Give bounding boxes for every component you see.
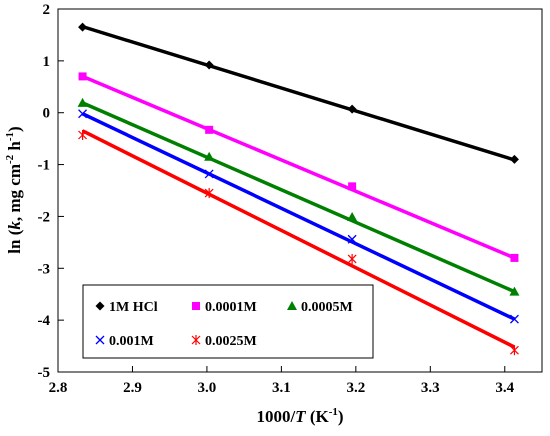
fit-lines [81,24,516,349]
data-point-series-4 [204,188,214,199]
data-point-series-1 [510,253,519,262]
data-point-series-2 [204,151,215,161]
data-markers [77,22,520,356]
fit-line-series-0 [82,24,515,162]
data-point-series-1 [78,72,87,81]
legend-label: 0.0001M [205,300,257,315]
legend-marker-1 [192,302,200,310]
data-point-series-3 [204,169,214,179]
x-axis: 2.8 2.9 3.0 3.1 3.2 3.3 3.4 [49,366,515,396]
data-point-series-0 [509,154,519,164]
x-tick-label: 3.3 [421,380,440,396]
legend-label: 0.0005M [301,300,353,315]
fit-line-series-1 [81,74,516,260]
legend-box [82,284,374,359]
data-point-series-0 [78,22,88,32]
legend-marker-3 [95,335,105,345]
data-point-series-2 [509,286,520,296]
x-tick-label: 3.2 [346,380,365,396]
y-tick-label: -1 [38,158,51,174]
y-tick-label: -2 [38,209,51,225]
data-point-series-4 [510,345,519,356]
data-point-series-2 [77,97,88,107]
data-point-series-2 [347,211,358,221]
legend-marker-0 [95,301,105,311]
legend-label: 0.001M [109,334,154,349]
y-axis: 2 1 0 -1 -2 -3 -4 -5 [38,2,64,381]
data-point-series-1 [348,182,357,191]
y-tick-label: -5 [38,365,51,381]
x-tick-label: 3.4 [495,380,514,396]
data-point-series-3 [509,314,519,324]
legend-marker-4 [191,335,201,345]
data-point-series-1 [205,125,214,134]
x-tick-label: 2.8 [49,380,68,396]
y-tick-label: 2 [43,2,51,18]
x-tick-label: 2.9 [123,380,142,396]
y-tick-label: -4 [38,313,51,329]
fit-line-series-3 [81,112,516,321]
data-point-series-4 [78,130,87,141]
fit-line-series-4 [81,129,516,349]
legend: 1M HCl 0.0001M 0.0005M 0.001M 0.0025M [82,284,374,359]
legend-label: 0.0025M [205,334,257,349]
data-point-series-0 [204,60,214,70]
data-point-series-0 [347,104,357,114]
x-tick-label: 3.0 [198,380,217,396]
y-tick-label: -3 [38,261,51,277]
fit-line-series-2 [81,101,516,294]
y-tick-label: 0 [43,106,51,122]
data-point-series-3 [78,109,88,119]
y-tick-label: 1 [43,54,51,70]
data-point-series-3 [347,234,357,244]
x-axis-title: 1000/T (K-1) [256,406,343,426]
legend-marker-2 [287,301,297,310]
legend-label: 1M HCl [109,300,158,315]
x-tick-label: 3.1 [272,380,291,396]
y-axis-title: ln (k, mg cm-2 h-1) [4,126,24,253]
data-point-series-4 [347,253,357,264]
